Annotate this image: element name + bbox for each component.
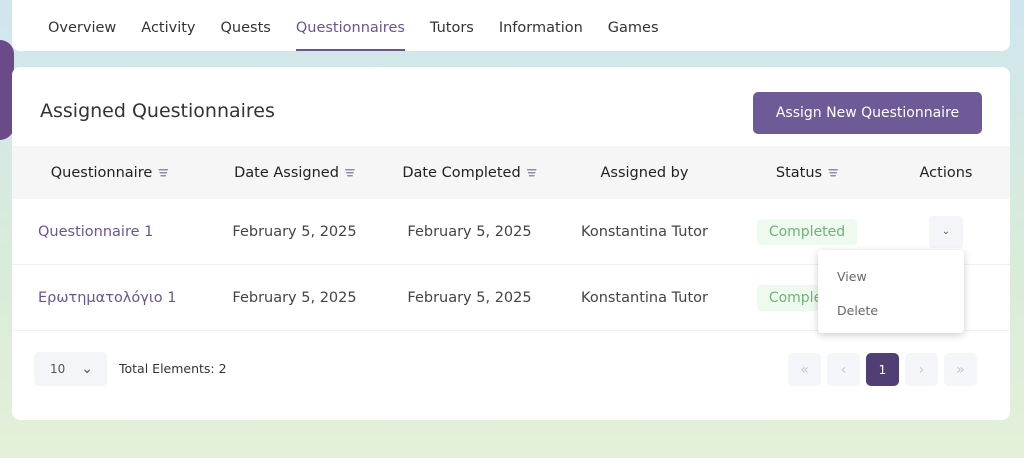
total-elements: Total Elements: 2: [119, 361, 227, 376]
tab-overview[interactable]: Overview: [48, 20, 117, 36]
header-actions: Actions: [882, 165, 1010, 181]
page-size-value: 10: [50, 362, 66, 376]
header-questionnaire[interactable]: Questionnaire: [12, 165, 207, 181]
page-button-1[interactable]: 1: [866, 353, 899, 386]
page-title: Assigned Questionnaires: [40, 100, 275, 122]
prev-page-button[interactable]: ‹: [827, 353, 860, 386]
assign-new-questionnaire-button[interactable]: Assign New Questionnaire: [753, 92, 982, 134]
menu-item-view[interactable]: View: [837, 269, 867, 284]
table-row: Questionnaire 1 February 5, 2025 Februar…: [12, 199, 1010, 265]
tab-activity[interactable]: Activity: [141, 20, 196, 36]
questionnaire-link[interactable]: Questionnaire 1: [38, 223, 154, 240]
chevron-down-icon: ⌄: [81, 361, 93, 377]
tab-quests[interactable]: Quests: [220, 20, 271, 36]
actions-menu: View Delete: [818, 250, 964, 333]
header-label: Actions: [919, 164, 973, 181]
menu-item-delete[interactable]: Delete: [837, 303, 879, 318]
chevron-left-icon: ‹: [840, 361, 847, 378]
tab-games[interactable]: Games: [607, 20, 659, 36]
last-page-button[interactable]: »: [944, 353, 977, 386]
date-completed: February 5, 2025: [407, 289, 532, 306]
header-assigned-by: Assigned by: [557, 165, 732, 181]
status-badge: Completed: [756, 218, 858, 245]
filter-icon[interactable]: [158, 168, 169, 177]
filter-icon[interactable]: [344, 168, 355, 177]
chevron-right-icon: ›: [918, 361, 925, 378]
questionnaires-card: Assigned Questionnaires Assign New Quest…: [12, 67, 1010, 420]
date-assigned: February 5, 2025: [232, 223, 357, 240]
filter-icon[interactable]: [526, 168, 537, 177]
pagination: « ‹ 1 › »: [788, 353, 977, 386]
header-label: Date Completed: [402, 164, 521, 181]
tab-questionnaires[interactable]: Questionnaires: [295, 0, 405, 51]
header-date-completed[interactable]: Date Completed: [382, 165, 557, 181]
date-assigned: February 5, 2025: [232, 289, 357, 306]
table-header: Questionnaire Date Assigned Date Complet…: [12, 146, 1010, 199]
background-decoration: [0, 40, 14, 140]
header-label: Questionnaire: [50, 164, 153, 181]
header-date-assigned[interactable]: Date Assigned: [207, 165, 382, 181]
questionnaire-link[interactable]: Ερωτηματολόγιο 1: [38, 289, 177, 306]
assigned-by: Konstantina Tutor: [581, 289, 708, 306]
first-page-button[interactable]: «: [788, 353, 821, 386]
header-label: Date Assigned: [234, 164, 339, 181]
header-label: Assigned by: [600, 164, 689, 181]
double-chevron-right-icon: »: [956, 361, 965, 378]
page-size-select[interactable]: 10 ⌄: [34, 352, 107, 386]
filter-icon[interactable]: [828, 168, 839, 177]
header-label: Status: [775, 164, 823, 181]
actions-dropdown-button[interactable]: ⌄: [929, 215, 963, 248]
top-nav: Overview Activity Quests Questionnaires …: [12, 0, 1010, 51]
date-completed: February 5, 2025: [407, 223, 532, 240]
double-chevron-left-icon: «: [800, 361, 809, 378]
header-status[interactable]: Status: [732, 165, 882, 181]
assigned-by: Konstantina Tutor: [581, 223, 708, 240]
chevron-down-icon: ⌄: [941, 226, 951, 237]
tab-information[interactable]: Information: [498, 20, 583, 36]
tab-tutors[interactable]: Tutors: [429, 20, 474, 36]
next-page-button[interactable]: ›: [905, 353, 938, 386]
